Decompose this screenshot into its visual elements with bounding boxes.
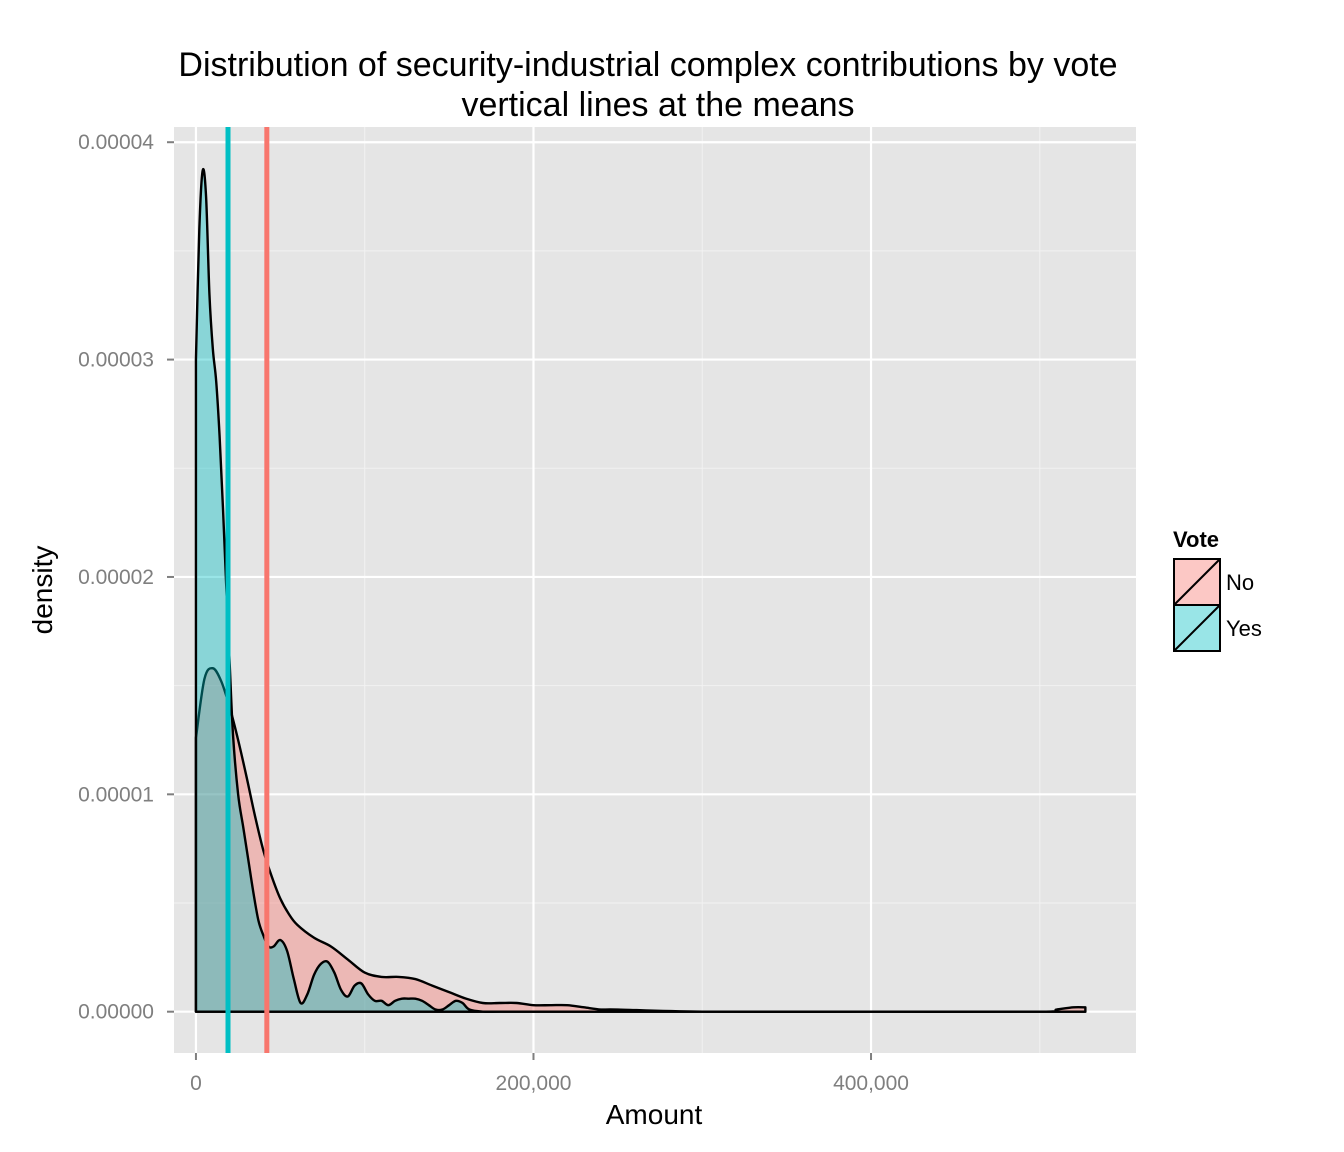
legend-label-yes: Yes: [1226, 616, 1262, 641]
y-tick-label: 0.00001: [78, 783, 154, 806]
x-tick-label: 0: [190, 1072, 202, 1095]
y-axis-title: density: [27, 546, 58, 635]
chart-subtitle: vertical lines at the means: [461, 86, 854, 124]
mean-lines: [225, 127, 270, 1053]
y-tick-label: 0.00000: [78, 1001, 154, 1024]
density-series: [194, 167, 1087, 1014]
x-tick-label: 400,000: [833, 1072, 909, 1095]
legend-label-no: No: [1226, 570, 1254, 595]
axes: 0 200,000 400,000 0.00000 0.00001 0.00002 0.00…: [78, 131, 909, 1095]
x-tick-label: 200,000: [496, 1072, 572, 1095]
legend-key-slash: [1173, 558, 1221, 606]
plot-panel: [174, 127, 1136, 1053]
legend-title: Vote: [1173, 527, 1219, 552]
chart-title: Distribution of security-industrial comp…: [178, 46, 1117, 84]
y-tick-label: 0.00002: [78, 566, 154, 589]
density-area-yes: [194, 167, 1087, 1014]
legend-key-slash: [1173, 604, 1221, 652]
y-tick-label: 0.00004: [78, 131, 154, 154]
y-tick-label: 0.00003: [78, 349, 154, 372]
minor-gridlines: [174, 127, 1136, 1053]
x-axis-title: Amount: [606, 1099, 703, 1130]
legend: Vote No Yes: [1173, 527, 1262, 652]
